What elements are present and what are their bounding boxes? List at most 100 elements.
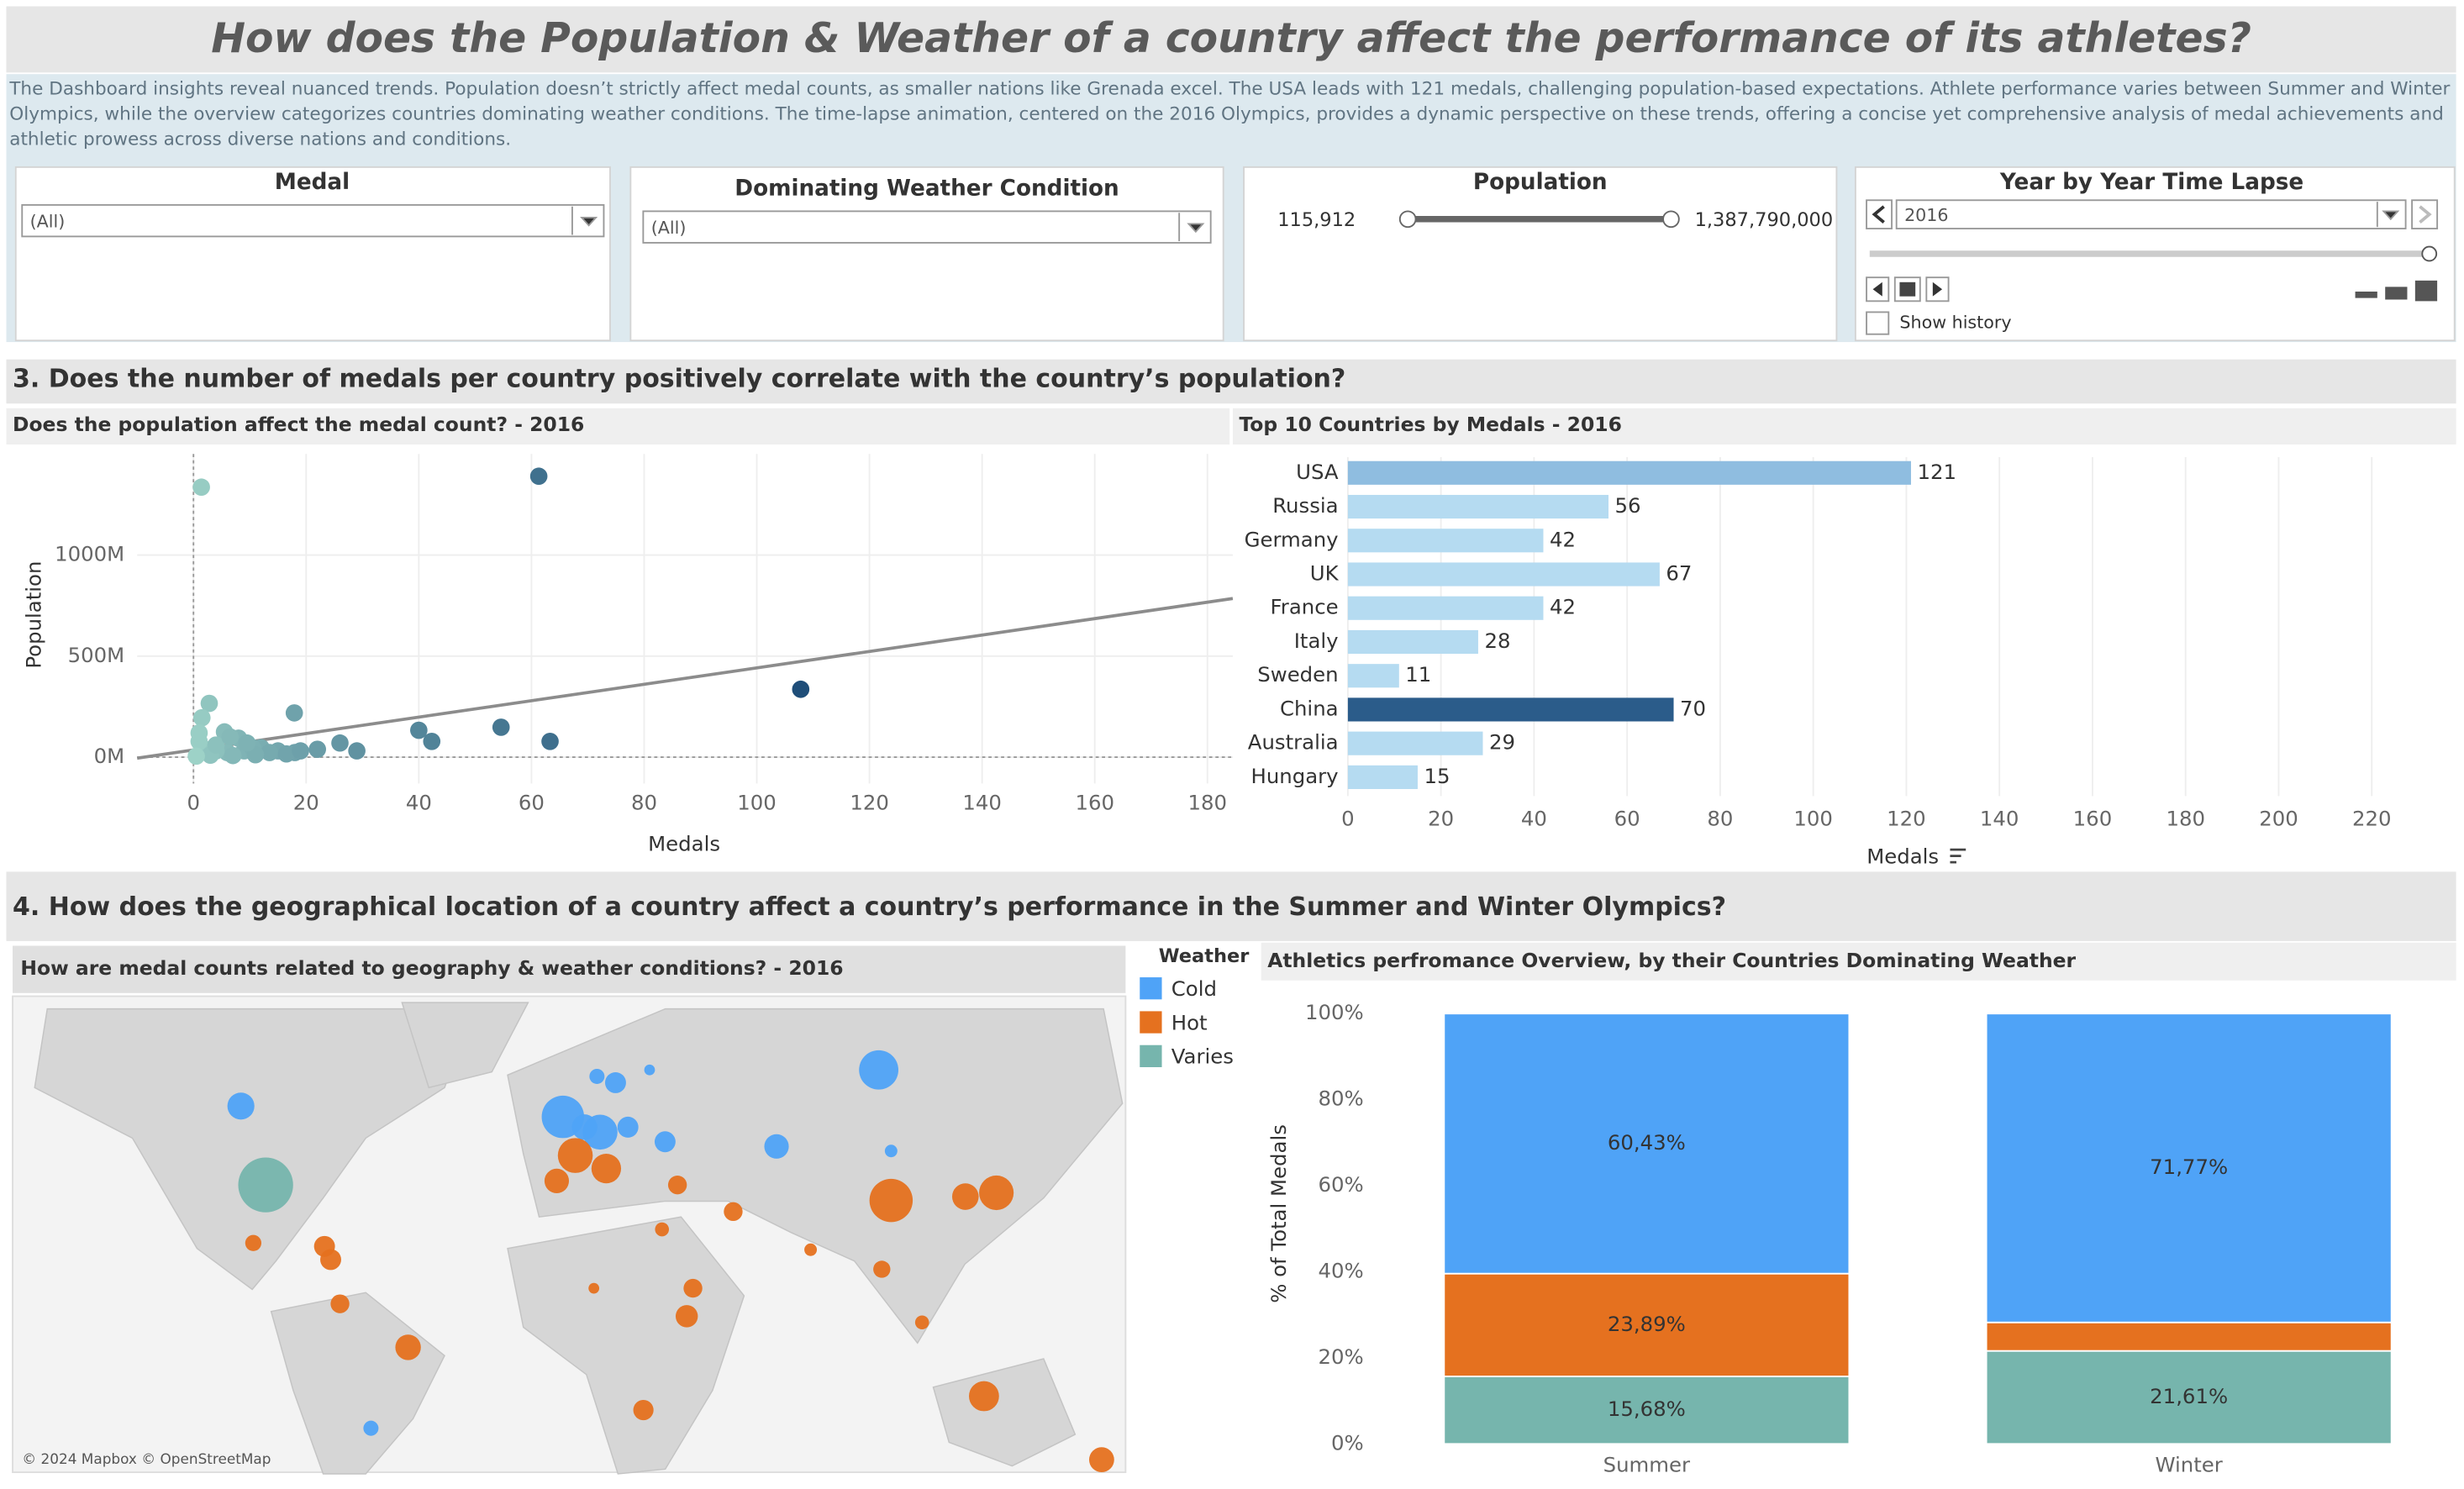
y-tick-label: 0% [1331,1430,1364,1455]
sort-icon[interactable] [1950,848,1966,864]
value-label: 42 [1550,595,1576,619]
filter-panel [1243,166,1838,342]
title-bar [6,6,2456,73]
value-label: 29 [1489,730,1515,755]
bar [1347,629,1478,655]
bubble [557,1138,593,1173]
x-tick-label: 20 [293,791,319,815]
prev-button[interactable] [1866,199,1893,229]
dropdown-arrow[interactable] [2376,202,2400,228]
x-tick-label: 0 [1341,806,1355,830]
point [308,740,327,759]
dashboard-title: How does the Population & Weather of a c… [211,14,2251,62]
prev-icon [1872,205,1885,224]
bubble [675,1305,698,1328]
map-credit: © 2024 Mapbox © OpenStreetMap [22,1450,271,1467]
x-axis-label: Medals [648,831,720,855]
dropdown-value: 2016 [1904,205,1948,225]
bar-segment [1443,1272,1851,1377]
dropdown[interactable] [642,210,1212,244]
value-label: 21,61% [2150,1384,2228,1408]
value-label: 70 [1680,696,1706,720]
bar [1347,664,1399,688]
bubble [544,1168,570,1193]
checkbox-label: Show history [1899,313,2011,333]
bar [1347,697,1674,722]
chart-title-band [6,408,1230,445]
x-tick-label: 80 [631,791,657,815]
bubble [227,1092,255,1120]
bar [1347,494,1609,519]
value-label: 11 [1405,662,1431,687]
point [277,744,296,763]
point [529,467,548,486]
point [190,723,208,742]
bubble [804,1243,818,1256]
chart-title: How are medal counts related to geograph… [20,956,843,980]
point [207,736,225,754]
dropdown[interactable] [21,203,605,238]
value-label: 28 [1484,629,1510,653]
y-tick-label: 1000M [55,542,124,566]
category-label: France [1271,595,1339,619]
trend-line [136,597,1234,760]
dropdown[interactable] [1895,199,2407,229]
value-label: 15,68% [1608,1397,1686,1421]
y-tick-label: 60% [1318,1172,1363,1197]
x-tick-label: 60 [519,791,545,815]
bubble [238,1157,293,1213]
bubble [395,1334,421,1360]
bubble [330,1294,350,1313]
point [192,478,210,497]
point [410,721,428,739]
bubble [859,1050,899,1090]
bubble [633,1400,654,1421]
land [34,1002,1124,1475]
point [192,708,211,727]
point [200,694,218,713]
category-label: Hungary [1251,764,1339,788]
point [292,742,309,760]
bubble [617,1116,639,1138]
bar-segment [1985,1321,2393,1352]
chart-title-band [1232,408,2456,445]
x-tick-label: 200 [2259,806,2298,830]
bubble [245,1234,262,1251]
point [423,732,441,750]
slider-handle[interactable] [2421,245,2438,262]
checkbox[interactable] [1866,311,1890,335]
filter-panel [629,166,1224,342]
x-axis-label: Medals [1866,844,1939,869]
x-tick-label: 20 [1428,806,1454,830]
x-tick-label: 180 [1188,791,1228,815]
x-tick-label: 0 [187,791,200,815]
next-button[interactable] [2411,199,2439,229]
slider-handle[interactable] [1662,210,1680,229]
bubble [979,1175,1014,1211]
x-tick-label: 160 [1075,791,1114,815]
slider-handle[interactable] [1398,210,1417,229]
bubble [589,1068,605,1084]
value-label: 42 [1550,527,1576,551]
point [224,746,242,765]
bubble [588,1282,600,1294]
value-label: 23,89% [1608,1312,1686,1336]
point [348,742,366,760]
bar [1347,562,1660,587]
chart-title: Athletics perfromance Overview, by their… [1267,949,2076,972]
dropdown-arrow[interactable] [571,206,598,235]
x-tick-label: 140 [962,791,1002,815]
bubble [724,1202,743,1222]
bar [1347,460,1911,485]
y-tick-label: 20% [1318,1344,1363,1369]
speed-buttons[interactable] [2355,280,2438,302]
bubble [591,1153,622,1184]
dropdown-arrow[interactable] [1178,213,1205,242]
category-label: USA [1296,460,1339,484]
stop-icon [1899,281,1916,297]
bubble [914,1315,929,1330]
bubble [320,1249,341,1271]
bar [1347,596,1544,620]
bubble [869,1178,913,1223]
point [285,704,303,722]
